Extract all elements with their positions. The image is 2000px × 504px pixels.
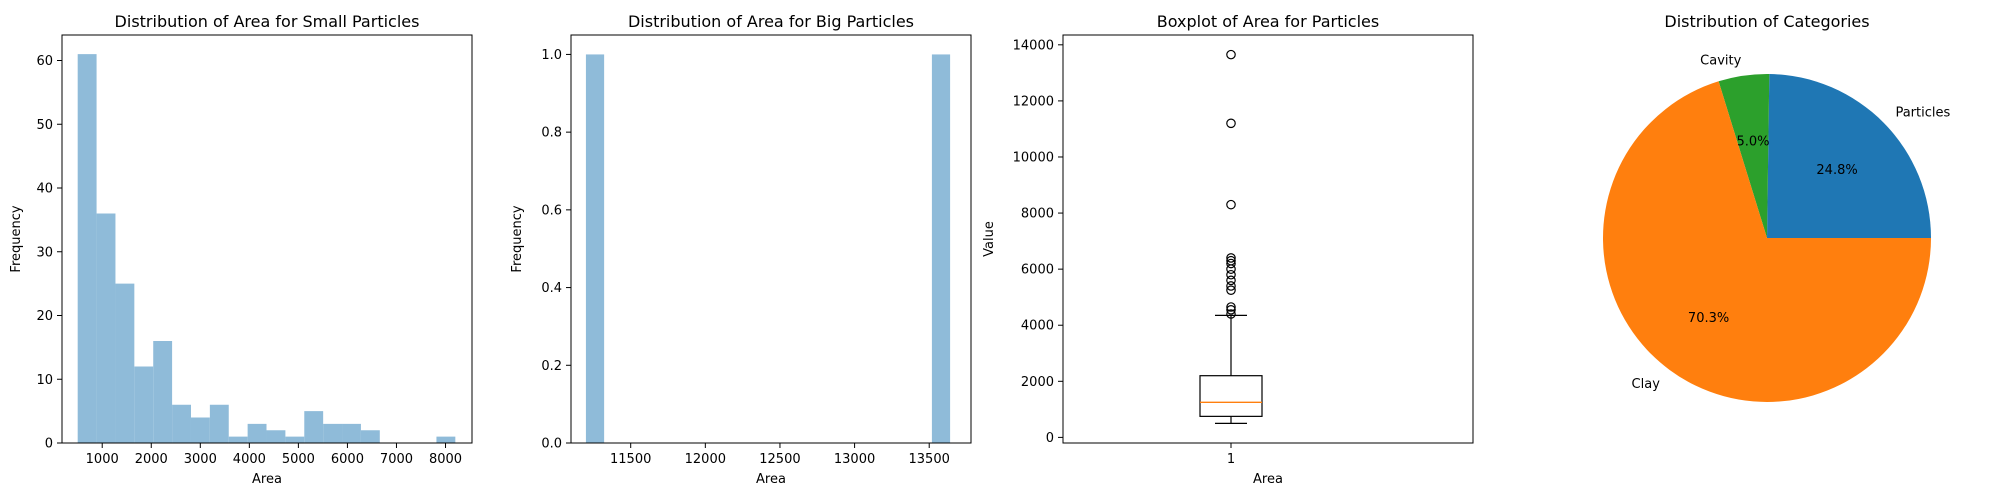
x-tick-label: 13500 bbox=[909, 452, 950, 467]
y-tick-label: 20 bbox=[36, 309, 53, 324]
histogram-bar bbox=[209, 404, 229, 443]
boxplot-outlier bbox=[1226, 255, 1236, 266]
plot-frame bbox=[1062, 34, 1474, 444]
y-axis-label: Frequency bbox=[9, 205, 24, 272]
histogram-bar bbox=[190, 417, 210, 443]
histogram-bar bbox=[247, 423, 267, 443]
pie-chart: Distribution of Categories 24.8% Particles… bbox=[1603, 12, 1950, 402]
x-tick-label: 6000 bbox=[331, 452, 364, 467]
histogram-bar bbox=[342, 423, 361, 443]
histogram-bar bbox=[96, 213, 116, 443]
x-tick-label: 5000 bbox=[282, 452, 315, 467]
boxplot-outlier bbox=[1226, 305, 1236, 315]
y-tick-label: 0.8 bbox=[541, 126, 562, 141]
y-tick-label: 6000 bbox=[1021, 263, 1054, 278]
histogram-bar bbox=[436, 436, 456, 443]
y-tick-label: 1.0 bbox=[541, 48, 562, 63]
y-tick-label: 50 bbox=[36, 118, 53, 133]
boxplot-chart: 1 Boxplot of Area for Particles 0 2000 4000 6… bbox=[982, 12, 1474, 487]
pie-slice-particles bbox=[1767, 74, 1931, 238]
boxplot-outlier bbox=[1226, 281, 1236, 291]
x-tick-label: 1 bbox=[1227, 452, 1235, 467]
boxplot-outlier bbox=[1226, 118, 1236, 129]
boxplot-outlier bbox=[1226, 309, 1236, 319]
boxplot-box bbox=[1199, 375, 1263, 417]
histogram-bar bbox=[77, 54, 97, 443]
histogram-chart-2: Distribution of Area for Big Particles 0.… bbox=[510, 12, 972, 487]
histogram-bar bbox=[115, 283, 135, 443]
chart-title: Distribution of Area for Small Particles bbox=[115, 12, 420, 31]
boxplot-outlier bbox=[1226, 258, 1236, 269]
x-tick-label: 3000 bbox=[184, 452, 217, 467]
boxplot-outlier bbox=[1226, 253, 1236, 263]
boxplot-outlier bbox=[1226, 302, 1236, 312]
pie-percent-label: 70.3% bbox=[1688, 311, 1729, 326]
pie-category-label: Cavity bbox=[1700, 53, 1741, 68]
pie-slice-clay bbox=[1603, 81, 1931, 402]
y-tick-label: 30 bbox=[36, 245, 53, 260]
y-tick-label: 14000 bbox=[1013, 38, 1054, 53]
x-tick-label: 11500 bbox=[610, 452, 651, 467]
pie-slice-cavity bbox=[1718, 74, 1770, 238]
x-tick-label: 12000 bbox=[685, 452, 726, 467]
y-tick-label: 40 bbox=[36, 182, 53, 197]
histogram-bar bbox=[266, 430, 286, 443]
y-tick-label: 0.6 bbox=[541, 203, 562, 218]
boxplot-outlier bbox=[1226, 269, 1236, 280]
boxplot-outlier bbox=[1226, 275, 1236, 286]
histogram-bar bbox=[931, 54, 951, 444]
plot-frame bbox=[570, 34, 972, 444]
pie-category-label: Clay bbox=[1632, 377, 1661, 392]
x-axis-label: Area bbox=[756, 472, 786, 487]
y-tick-label: 8000 bbox=[1021, 207, 1054, 222]
chart-title: Distribution of Area for Big Particles bbox=[628, 12, 914, 31]
y-axis-label: Frequency bbox=[510, 205, 525, 272]
histogram-bar bbox=[285, 436, 305, 443]
pie-percent-label: 5.0% bbox=[1736, 135, 1769, 150]
histogram-bar bbox=[360, 430, 380, 443]
histogram-bar bbox=[228, 436, 248, 443]
y-tick-label: 0.4 bbox=[541, 281, 562, 296]
y-tick-label: 2000 bbox=[1021, 375, 1054, 390]
histogram-bar bbox=[153, 341, 173, 443]
boxplot-outlier bbox=[1226, 285, 1236, 295]
pie-percent-label: 24.8% bbox=[1816, 163, 1857, 178]
x-tick-label: 8000 bbox=[429, 452, 462, 467]
y-tick-label: 60 bbox=[36, 54, 53, 69]
x-tick-label: 1000 bbox=[86, 452, 119, 467]
histogram-bar bbox=[323, 423, 343, 443]
y-tick-label: 4000 bbox=[1021, 319, 1054, 334]
y-tick-label: 10 bbox=[36, 373, 53, 388]
histogram-bar bbox=[172, 404, 191, 443]
histogram-bar bbox=[134, 366, 154, 443]
y-tick-label: 0.2 bbox=[541, 359, 562, 374]
boxplot-outlier bbox=[1226, 49, 1236, 60]
histogram-chart-1: Distribution of Area for Small Particles… bbox=[9, 12, 473, 487]
chart-title: Distribution of Categories bbox=[1664, 12, 1869, 31]
y-tick-label: 0.0 bbox=[541, 437, 562, 452]
y-tick-label: 0 bbox=[45, 437, 53, 452]
y-tick-label: 12000 bbox=[1013, 94, 1054, 109]
x-axis-label: Area bbox=[252, 472, 282, 487]
plot-frame bbox=[61, 34, 473, 444]
y-tick-label: 0 bbox=[1046, 431, 1054, 446]
x-tick-label: 4000 bbox=[233, 452, 266, 467]
histogram-bar bbox=[304, 411, 324, 443]
y-tick-label: 10000 bbox=[1013, 150, 1054, 165]
histogram-bar bbox=[585, 54, 605, 444]
chart-title: Boxplot of Area for Particles bbox=[1157, 12, 1379, 31]
y-axis-label: Value bbox=[982, 221, 997, 257]
x-tick-label: 7000 bbox=[380, 452, 413, 467]
x-tick-label: 2000 bbox=[135, 452, 168, 467]
boxplot-outlier bbox=[1226, 199, 1236, 210]
x-tick-label: 12500 bbox=[759, 452, 800, 467]
x-axis-label: Area bbox=[1253, 472, 1283, 487]
pie-category-label: Particles bbox=[1895, 105, 1950, 120]
x-tick-label: 13000 bbox=[834, 452, 875, 467]
